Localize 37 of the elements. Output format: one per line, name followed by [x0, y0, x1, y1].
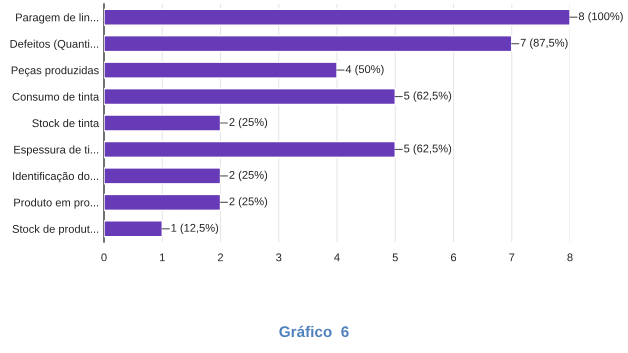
bar	[104, 114, 222, 132]
bar	[104, 194, 222, 211]
bar	[104, 35, 512, 52]
data-label: 2 (25%)	[229, 118, 268, 128]
x-tick-label: 6	[450, 253, 456, 262]
data-label: 8 (100%)	[578, 12, 623, 22]
bar	[104, 88, 396, 106]
bar	[104, 61, 338, 79]
y-tick-label: Consumo de tinta	[12, 92, 100, 101]
y-tick-label: Identificação do...	[13, 172, 98, 182]
bar	[104, 8, 570, 26]
y-tick-label: Defeitos (Quanti...	[10, 40, 98, 50]
data-label: 2 (25%)	[229, 197, 268, 208]
y-tick-label: Produto em pro...	[14, 198, 98, 209]
x-tick-label: 0	[101, 253, 107, 262]
y-tick-label: Espessura de ti...	[14, 145, 98, 156]
x-tick-label: 3	[276, 253, 282, 262]
data-label: 5 (62,5%)	[404, 144, 452, 155]
x-tick-label: 8	[567, 253, 573, 262]
y-tick-label: Stock de produt...	[12, 224, 98, 236]
data-label: 7 (87,5%)	[520, 38, 568, 49]
x-tick-label: 2	[218, 253, 224, 262]
y-tick-label: Stock de tinta	[32, 118, 100, 128]
bar	[104, 140, 396, 158]
data-label: 4 (50%)	[346, 64, 384, 76]
text: Gráfico 6	[279, 326, 349, 338]
y-tick-label: Peças produzidas	[12, 66, 99, 76]
x-tick-label: 7	[509, 254, 514, 262]
data-label: 1 (12,5%)	[171, 224, 218, 234]
data-label: 5 (62,5%)	[404, 91, 452, 102]
x-tick-label: 1	[160, 254, 165, 262]
y-tick-label: Paragem de lin...	[16, 13, 98, 24]
data-label: 2 (25%)	[229, 170, 268, 182]
bar	[104, 220, 163, 238]
x-tick-label: 4	[334, 254, 340, 262]
bar	[104, 167, 222, 185]
x-tick-label: 5	[392, 254, 398, 262]
